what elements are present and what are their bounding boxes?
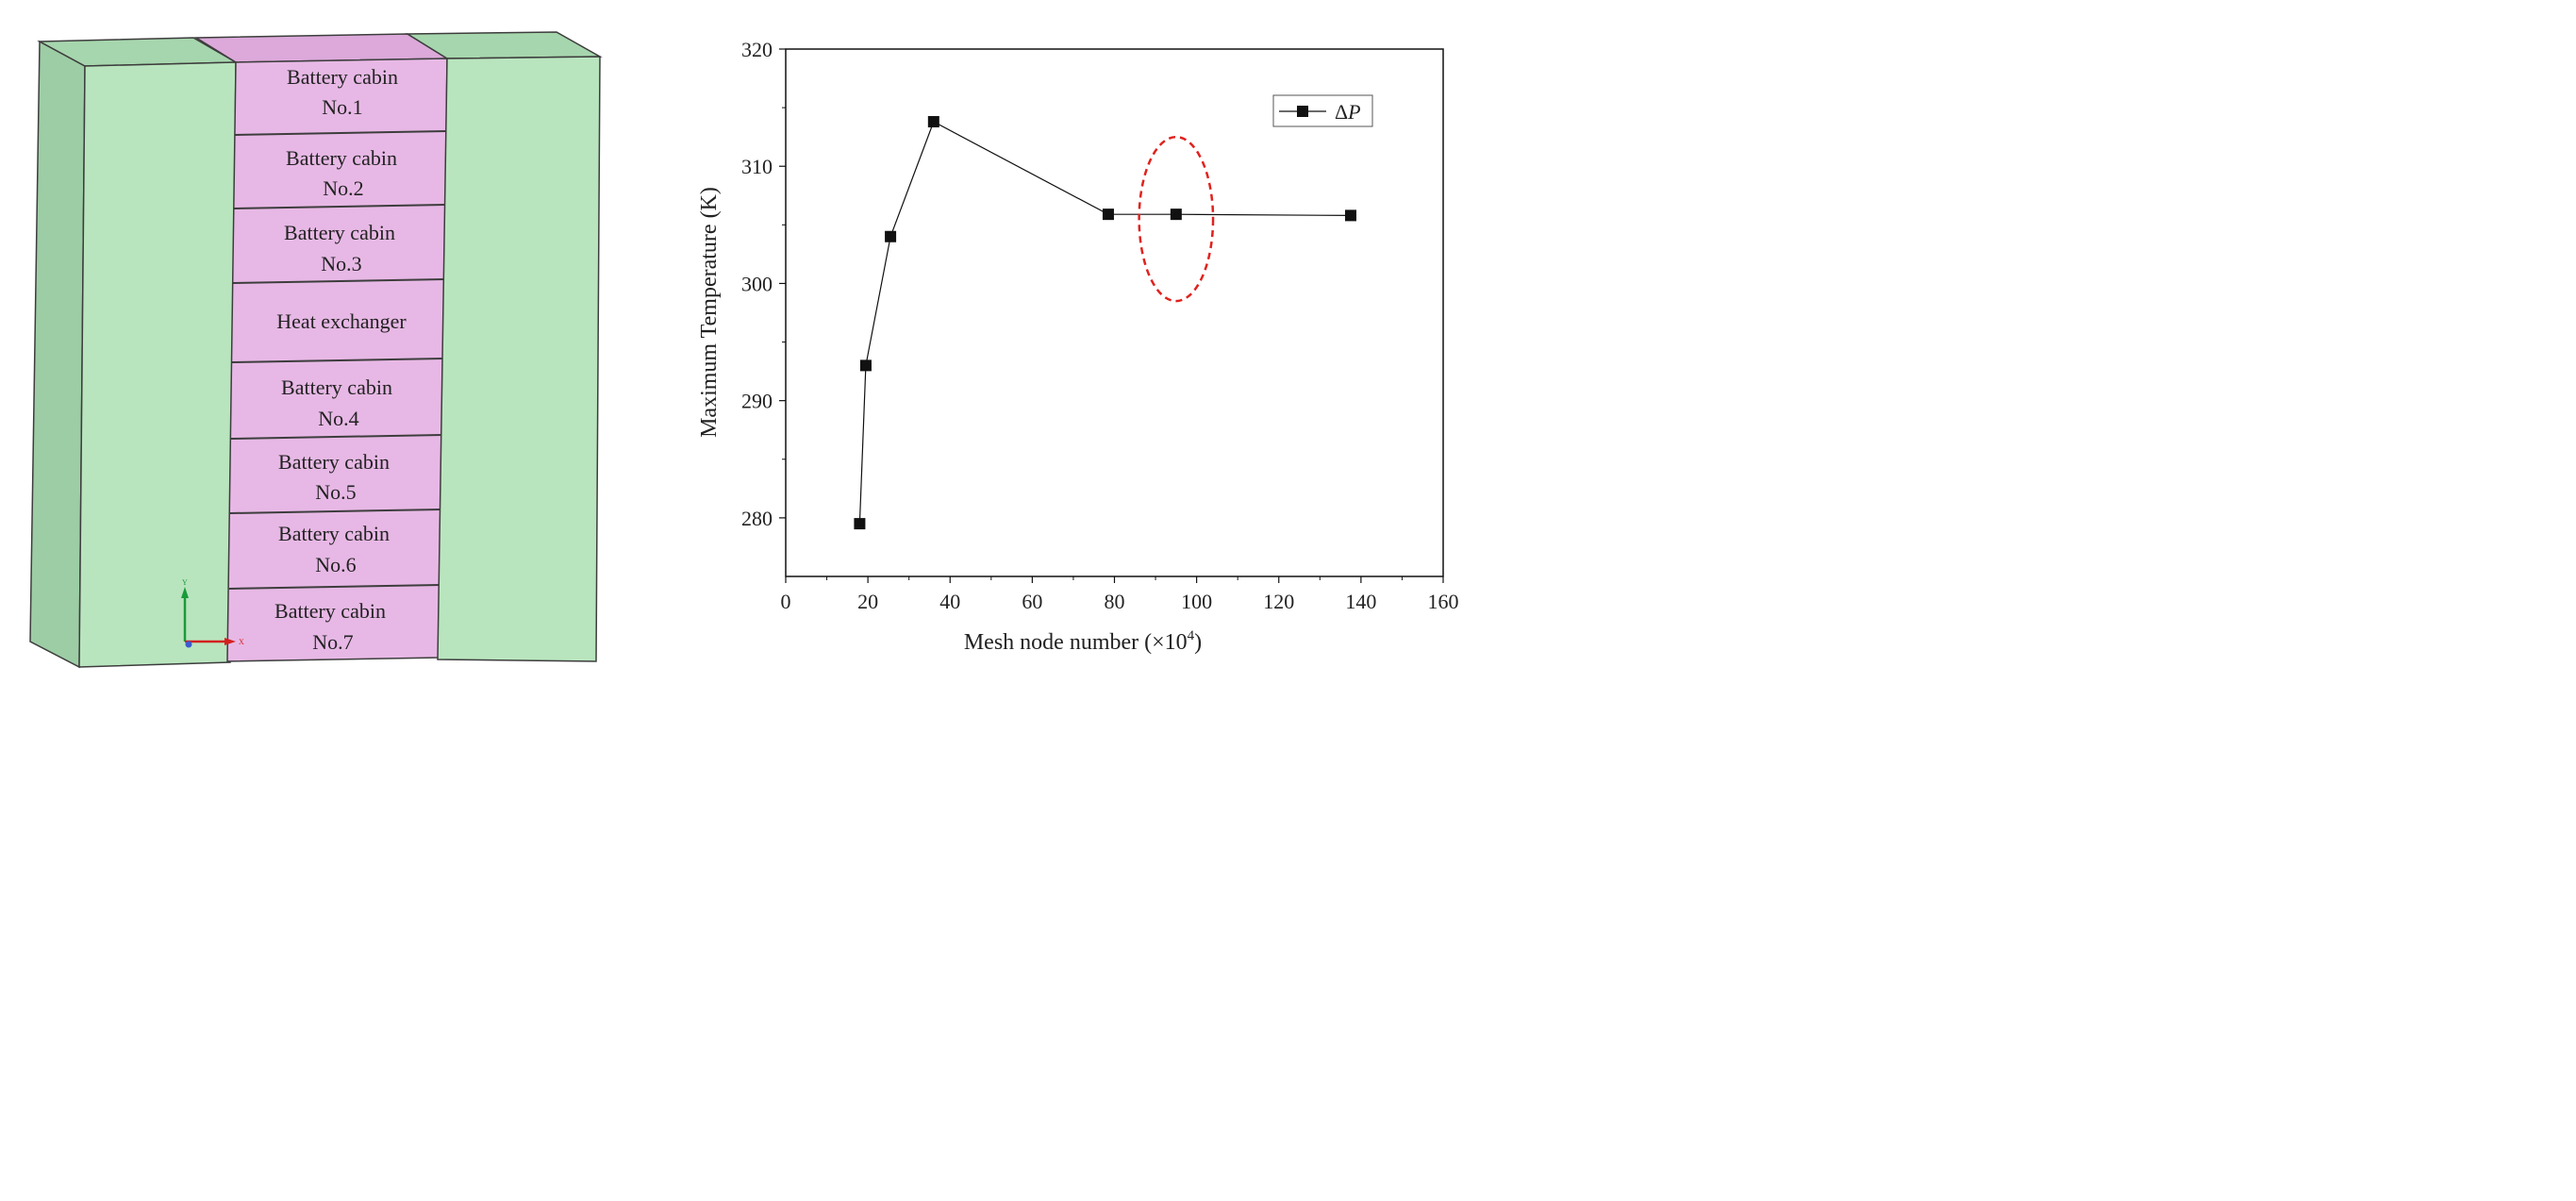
x-tick-label: 20 bbox=[857, 590, 878, 613]
battery-pack-model: Battery cabin No.1 Battery cabin No.2 Ba… bbox=[0, 0, 623, 690]
cell-3-number: No.3 bbox=[321, 252, 361, 275]
x-tick-label: 60 bbox=[1022, 590, 1042, 613]
legend-label: ΔP bbox=[1335, 100, 1361, 124]
cell-dividers bbox=[228, 130, 447, 590]
right-block-front bbox=[437, 56, 601, 662]
plot-frame bbox=[785, 48, 1444, 577]
x-tick-label: 100 bbox=[1181, 590, 1212, 613]
chart-svg: 0 20 40 60 80 100 120 140 160 280 290 300 310 320 ΔP… bbox=[697, 38, 1459, 655]
cell-6-label: Battery cabin bbox=[278, 522, 390, 545]
cell-3-label: Battery cabin bbox=[284, 221, 395, 244]
y-tick-label: 300 bbox=[741, 272, 773, 295]
series-points-delta-p bbox=[854, 116, 1356, 530]
cell-4-label: Battery cabin bbox=[281, 375, 392, 399]
x-tick-label: 40 bbox=[939, 590, 960, 613]
x-tick-label: 140 bbox=[1345, 590, 1376, 613]
y-tick-label: 290 bbox=[741, 390, 773, 413]
cell-5-number: No.5 bbox=[315, 480, 356, 504]
stack-top bbox=[193, 33, 450, 63]
data-point bbox=[927, 116, 939, 128]
svg-text:Y: Y bbox=[182, 578, 188, 587]
cell-7-label: Battery cabin bbox=[274, 599, 386, 623]
x-axis: 0 20 40 60 80 100 120 140 160 bbox=[781, 576, 1459, 613]
x-tick-label: 120 bbox=[1263, 590, 1294, 613]
y-axis-title: Maximum Temperature (K) bbox=[697, 187, 722, 438]
mesh-independence-chart: 0 20 40 60 80 100 120 140 160 280 290 300 310 320 ΔP… bbox=[623, 0, 1479, 690]
cell-7-number: No.7 bbox=[312, 630, 353, 654]
axis-triad-icon: Y X bbox=[181, 578, 244, 648]
data-point bbox=[1344, 209, 1356, 222]
cell-1-label: Battery cabin bbox=[287, 65, 398, 89]
cell-2-label: Battery cabin bbox=[286, 146, 397, 170]
data-point bbox=[1102, 209, 1114, 221]
y-tick-label: 280 bbox=[741, 507, 773, 530]
x-tick-label: 80 bbox=[1105, 590, 1125, 613]
y-tick-label: 320 bbox=[741, 38, 773, 61]
data-point bbox=[859, 359, 872, 372]
left-block-side bbox=[29, 40, 86, 669]
data-point bbox=[1170, 209, 1182, 221]
data-point bbox=[885, 230, 897, 242]
left-block-front bbox=[78, 61, 237, 668]
cell-6-number: No.6 bbox=[315, 553, 356, 576]
x-tick-label: 160 bbox=[1428, 590, 1459, 613]
series-line-delta-p bbox=[858, 121, 1352, 525]
cell-5-label: Battery cabin bbox=[278, 450, 390, 474]
cell-1-number: No.1 bbox=[322, 95, 362, 119]
model-svg: Battery cabin No.1 Battery cabin No.2 Ba… bbox=[29, 31, 603, 669]
svg-text:X: X bbox=[239, 638, 244, 646]
cell-2-number: No.2 bbox=[323, 176, 363, 200]
data-point bbox=[854, 518, 866, 530]
x-axis-title: Mesh node number (×104) bbox=[964, 628, 1202, 655]
x-tick-label: 0 bbox=[781, 590, 791, 613]
cell-4-number: No.4 bbox=[318, 407, 358, 430]
legend: ΔP bbox=[1272, 94, 1373, 127]
highlight-ellipse bbox=[1138, 135, 1215, 303]
y-tick-label: 310 bbox=[741, 155, 773, 178]
y-axis: 280 290 300 310 320 bbox=[741, 38, 786, 530]
legend-marker bbox=[1297, 106, 1308, 117]
cell-heat-exchanger-label: Heat exchanger bbox=[276, 309, 407, 333]
